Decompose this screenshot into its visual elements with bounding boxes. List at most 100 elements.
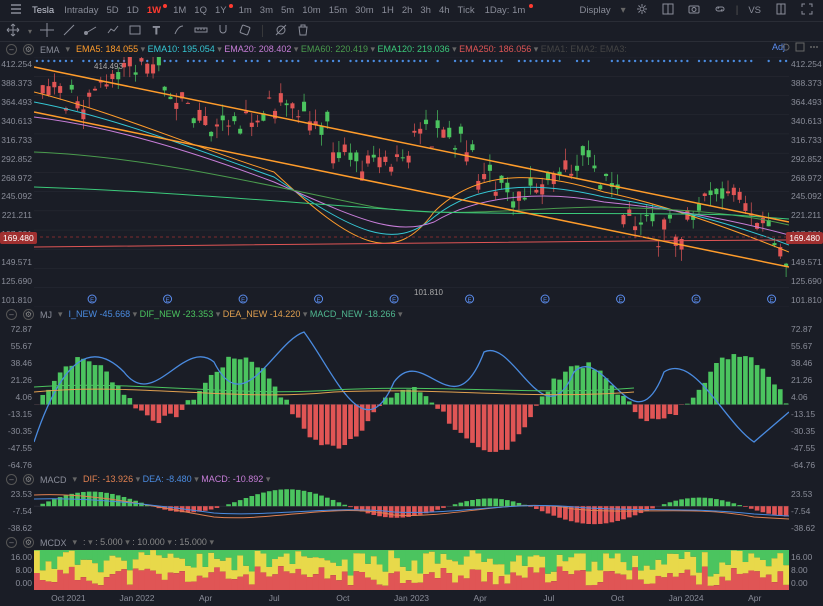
trash-tool-icon[interactable] [296,23,310,40]
y-axis-right[interactable]: 16.008.000.00 [789,550,823,590]
ray-tool-icon[interactable] [84,23,98,40]
y-axis-right[interactable]: 412.254388.373364.493340.613316.733292.8… [789,57,823,307]
settings-icon[interactable]: ⚙ [23,474,34,485]
svg-text:E: E [317,298,321,304]
timeframe-Intraday[interactable]: Intraday [60,3,102,18]
settings-icon[interactable]: ⚙ [23,309,34,320]
y-tick: 23.53 [11,489,32,499]
chevron-down-icon[interactable]: ▾ [621,5,626,16]
timeframe-1M[interactable]: 1M [169,3,190,18]
timeframe-10m[interactable]: 10m [298,3,324,18]
settings-icon[interactable]: ⚙ [23,44,34,55]
crosshair-tool-icon[interactable] [40,23,54,40]
y-axis-left[interactable]: 16.008.000.00 [0,550,34,590]
maximize-icon[interactable] [795,42,805,54]
y-axis-left[interactable]: 412.254388.373364.493340.613316.733292.8… [0,57,34,307]
symbol-name[interactable]: Tesla [28,3,58,18]
camera-icon[interactable] [684,1,704,20]
main-plot[interactable]: 412.254388.373364.493340.613316.733292.8… [0,57,823,307]
timeframe-5D[interactable]: 5D [103,3,123,18]
chevron-down-icon[interactable]: ▾ [28,27,32,36]
timeframe-1W[interactable]: 1W [143,3,165,18]
brush-tool-icon[interactable] [172,23,186,40]
x-tick: Jul [240,593,309,603]
svg-text:E: E [468,298,472,304]
timeframe-Tick[interactable]: Tick [454,3,479,18]
timeframe-2h[interactable]: 2h [398,3,417,18]
macd-plot[interactable]: 23.53-7.54-38.62 23.53-7.54-38.62 [0,487,823,535]
link-icon[interactable] [710,1,730,20]
chevron-down-icon[interactable]: ▾ [58,309,63,320]
y-tick: 340.613 [791,116,822,126]
timeframe-30m[interactable]: 30m [351,3,377,18]
svg-text:E: E [241,298,245,304]
timeframe-4h[interactable]: 4h [435,3,454,18]
timeframe-1Q[interactable]: 1Q [190,3,211,18]
book-icon[interactable] [771,1,791,20]
indicator-readout: MACD: -10.892 ▾ [201,474,270,484]
y-tick: -30.35 [8,426,32,436]
hide-tool-icon[interactable] [274,23,288,40]
layout-icon[interactable] [658,1,678,20]
y-tick: 55.67 [11,341,32,351]
x-axis[interactable]: Oct 2021Jan 2022AprJulOctJan 2023AprJulO… [0,590,823,606]
settings-gear-icon[interactable] [632,1,652,20]
timeframe-1Y[interactable]: 1Y [211,3,231,18]
display-menu[interactable]: Display [576,3,615,18]
mj-plot[interactable]: 72.8755.6738.4621.264.06-13.15-30.35-47.… [0,322,823,472]
y-tick: 0.00 [15,578,32,588]
y-tick: -64.76 [8,460,32,470]
x-tick: Oct [583,593,652,603]
y-tick: 125.690 [791,276,822,286]
y-tick: 149.571 [791,257,822,267]
restore-icon[interactable] [781,42,791,54]
svg-text:E: E [90,298,94,304]
mcdx-label[interactable]: MCDX [40,538,67,548]
magnet-tool-icon[interactable] [216,23,230,40]
eraser-tool-icon[interactable] [238,23,252,40]
mcdx-plot[interactable]: 16.008.000.00 16.008.000.00 [0,550,823,590]
timeframe-3h[interactable]: 3h [416,3,435,18]
mj-panel-header: – ⚙ MJ ▾ I_NEW -45.668 ▾ DIF_NEW -23.353… [0,307,823,322]
y-tick: 38.46 [11,358,32,368]
y-axis-left[interactable]: 72.8755.6738.4621.264.06-13.15-30.35-47.… [0,322,34,472]
rect-tool-icon[interactable] [128,23,142,40]
chevron-down-icon[interactable]: ▾ [73,474,78,485]
more-icon[interactable] [809,42,819,54]
collapse-icon[interactable]: – [6,44,17,55]
timeframe-5m[interactable]: 5m [277,3,298,18]
move-tool-icon[interactable] [6,23,20,40]
timeframe-1D[interactable]: 1D [123,3,143,18]
y-axis-left[interactable]: 23.53-7.54-38.62 [0,487,34,535]
y-axis-right[interactable]: 23.53-7.54-38.62 [789,487,823,535]
y-tick: 101.810 [1,295,32,305]
y-tick: 412.254 [1,59,32,69]
collapse-icon[interactable]: – [6,309,17,320]
indicator-name[interactable]: EMA [40,45,60,55]
timeframe-3m[interactable]: 3m [256,3,277,18]
collapse-icon[interactable]: – [6,537,17,548]
mj-label[interactable]: MJ [40,310,52,320]
collapse-icon[interactable]: – [6,474,17,485]
y-tick: -38.62 [8,523,32,533]
timeframe-15m[interactable]: 15m [325,3,351,18]
y-axis-right[interactable]: 72.8755.6738.4621.264.06-13.15-30.35-47.… [789,322,823,472]
ruler-tool-icon[interactable] [194,23,208,40]
settings-icon[interactable]: ⚙ [23,537,34,548]
y-tick: 245.092 [791,191,822,201]
trend-tool-icon[interactable] [106,23,120,40]
timeframe-1m[interactable]: 1m [235,3,256,18]
timeframe-1H[interactable]: 1H [378,3,398,18]
menu-icon[interactable] [6,1,26,20]
range-label[interactable]: 1Day: 1m [481,3,530,18]
expand-icon[interactable] [797,1,817,20]
y-tick: 268.972 [1,173,32,183]
text-tool-icon[interactable]: T [150,23,164,40]
chevron-down-icon[interactable]: ▾ [73,537,78,548]
line-tool-icon[interactable] [62,23,76,40]
vs-button[interactable]: VS [744,3,765,18]
chevron-down-icon[interactable]: ▾ [66,44,71,55]
ema-readout-empty: EMA3: [600,44,627,54]
ema-readout: EMA250: 186.056 ▾ [459,44,541,54]
macd-label[interactable]: MACD [40,475,67,485]
